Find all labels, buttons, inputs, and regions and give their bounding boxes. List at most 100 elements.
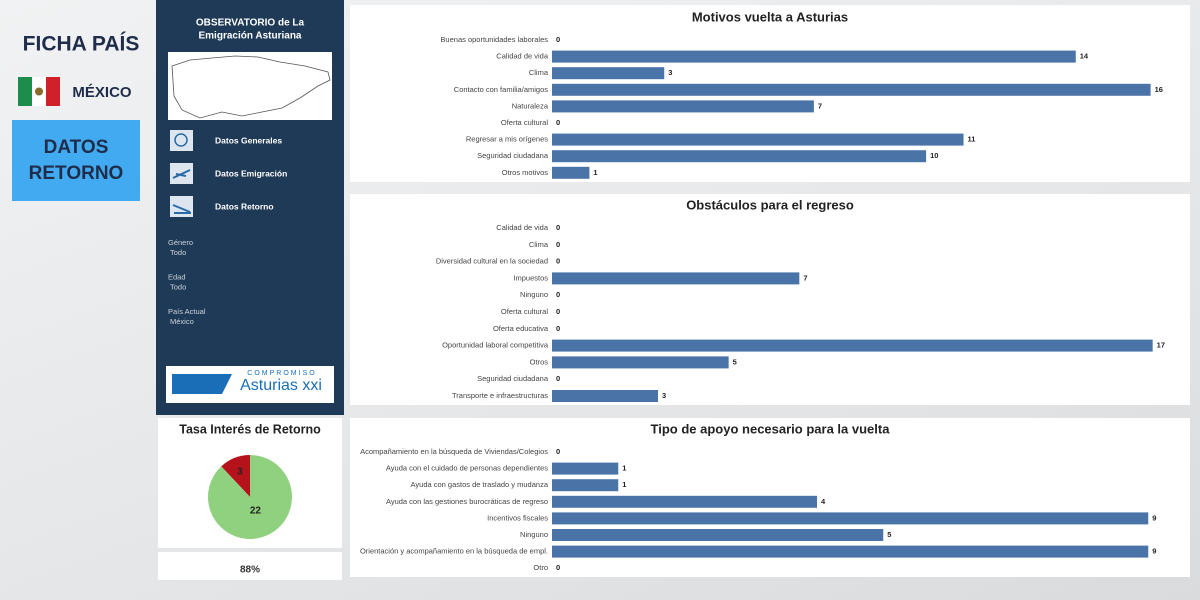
bar [552,339,1153,352]
value-label: 1 [622,464,626,473]
value-label: 4 [821,497,826,506]
retorno-button[interactable]: DATOS RETORNO [28,136,124,184]
bar [552,356,729,369]
country: MÉXICO [72,84,132,101]
category-label: Contacto con familia/amigos [454,85,548,94]
logo-top: COMPROMISO [247,370,316,377]
rate: 88% [240,565,260,576]
value-label: 0 [556,35,560,44]
bar [552,133,964,146]
slice-label: 22 [250,505,262,516]
page-title: FICHA PAÍS [23,33,140,56]
bar [552,272,800,285]
category-label: Acompañamiento en la búsqueda de Viviend… [360,447,548,456]
nav-item: Datos Retorno [215,201,274,211]
category-label: Transporte e infraestructuras [452,391,548,400]
value-label: 0 [556,290,560,299]
category-label: Ayuda con el cuidado de personas dependi… [386,464,548,473]
category-label: Otros [530,357,549,366]
nav-item: Datos Emigración [215,168,287,178]
category-label: Ayuda con las gestiones burocráticas de … [386,497,548,506]
value-label: 7 [818,101,822,110]
value-label: 1 [593,168,597,177]
value-label: 0 [556,257,560,266]
value-label: 7 [803,273,807,282]
chart-panel [350,194,1190,405]
value-label: 0 [556,118,560,127]
value-label: 0 [556,324,560,333]
value-label: 0 [556,563,560,572]
value-label: 0 [556,223,560,232]
category-label: Otros motivos [502,168,549,177]
value-label: 10 [930,151,938,160]
category-label: Incentivos fiscales [487,513,548,522]
pie-slice [221,455,250,497]
category-label: Diversidad cultural en la sociedad [436,257,548,266]
bar [552,462,619,475]
value-label: 9 [1152,547,1156,556]
chart-title: Obstáculos para el regreso [686,197,854,212]
bar [552,83,1151,96]
bar [552,495,817,508]
bar [552,479,619,492]
bar [552,545,1149,558]
retorno-button-bg [12,120,140,201]
value-label: 0 [556,447,560,456]
category-label: Seguridad ciudadana [477,151,549,160]
category-label: Ninguno [520,290,548,299]
category-label: Regresar a mis orígenes [466,135,548,144]
category-label: Clima [529,68,549,77]
bar [552,390,658,402]
category-label: Impuestos [513,273,548,282]
value-label: 14 [1080,52,1089,61]
slice-label: 3 [237,466,243,477]
category-label: Oportunidad laboral competitiva [442,341,549,350]
category-label: Clima [529,240,549,249]
chart-title: Tasa Interés de Retorno [179,422,321,436]
value-label: 5 [887,530,891,539]
category-label: Orientación y acompañamiento en la búsqu… [360,547,548,556]
value-label: 0 [556,374,560,383]
logo-shape [172,374,232,394]
filter-value: Todo [170,282,186,291]
category-label: Naturaleza [512,101,549,110]
chart-title: Motivos vuelta a Asturias [692,9,848,24]
value-label: 0 [556,307,560,316]
value-label: 3 [668,68,672,77]
filter-label: País Actual [168,307,206,316]
sidebar-title: Emigración Asturiana [199,31,302,42]
category-label: Calidad de vida [496,52,549,61]
rate-panel [158,552,342,580]
filter-value: México [170,317,194,326]
category-label: Calidad de vida [496,223,549,232]
bar [552,150,927,163]
category-label: Otro [533,563,548,572]
category-label: Oferta cultural [501,118,548,127]
nav-item: Datos Generales [215,135,282,145]
value-label: 3 [662,391,666,400]
category-label: Oferta educativa [493,324,549,333]
filter-value: Todo [170,248,186,257]
map-box [168,52,332,120]
value-label: 1 [622,480,626,489]
bar [552,529,884,541]
filter-label: Género [168,238,193,247]
bar [552,50,1076,63]
map-outline [171,55,331,119]
sidebar-title: OBSERVATORIO de La [196,18,305,29]
value-label: 9 [1152,513,1156,522]
value-label: 5 [733,357,737,366]
value-label: 17 [1157,341,1165,350]
category-label: Oferta cultural [501,307,548,316]
value-label: 16 [1155,85,1163,94]
filter-label: Edad [168,272,186,281]
chart-title: Tipo de apoyo necesario para la vuelta [651,421,891,436]
nav-icons [170,130,193,217]
flag [18,77,60,106]
logo-name: Asturias xxi [240,377,322,394]
value-label: 11 [968,135,976,144]
category-label: Ayuda con gastos de traslado y mudanza [411,480,549,489]
category-label: Buenas oportunidades laborales [440,35,548,44]
